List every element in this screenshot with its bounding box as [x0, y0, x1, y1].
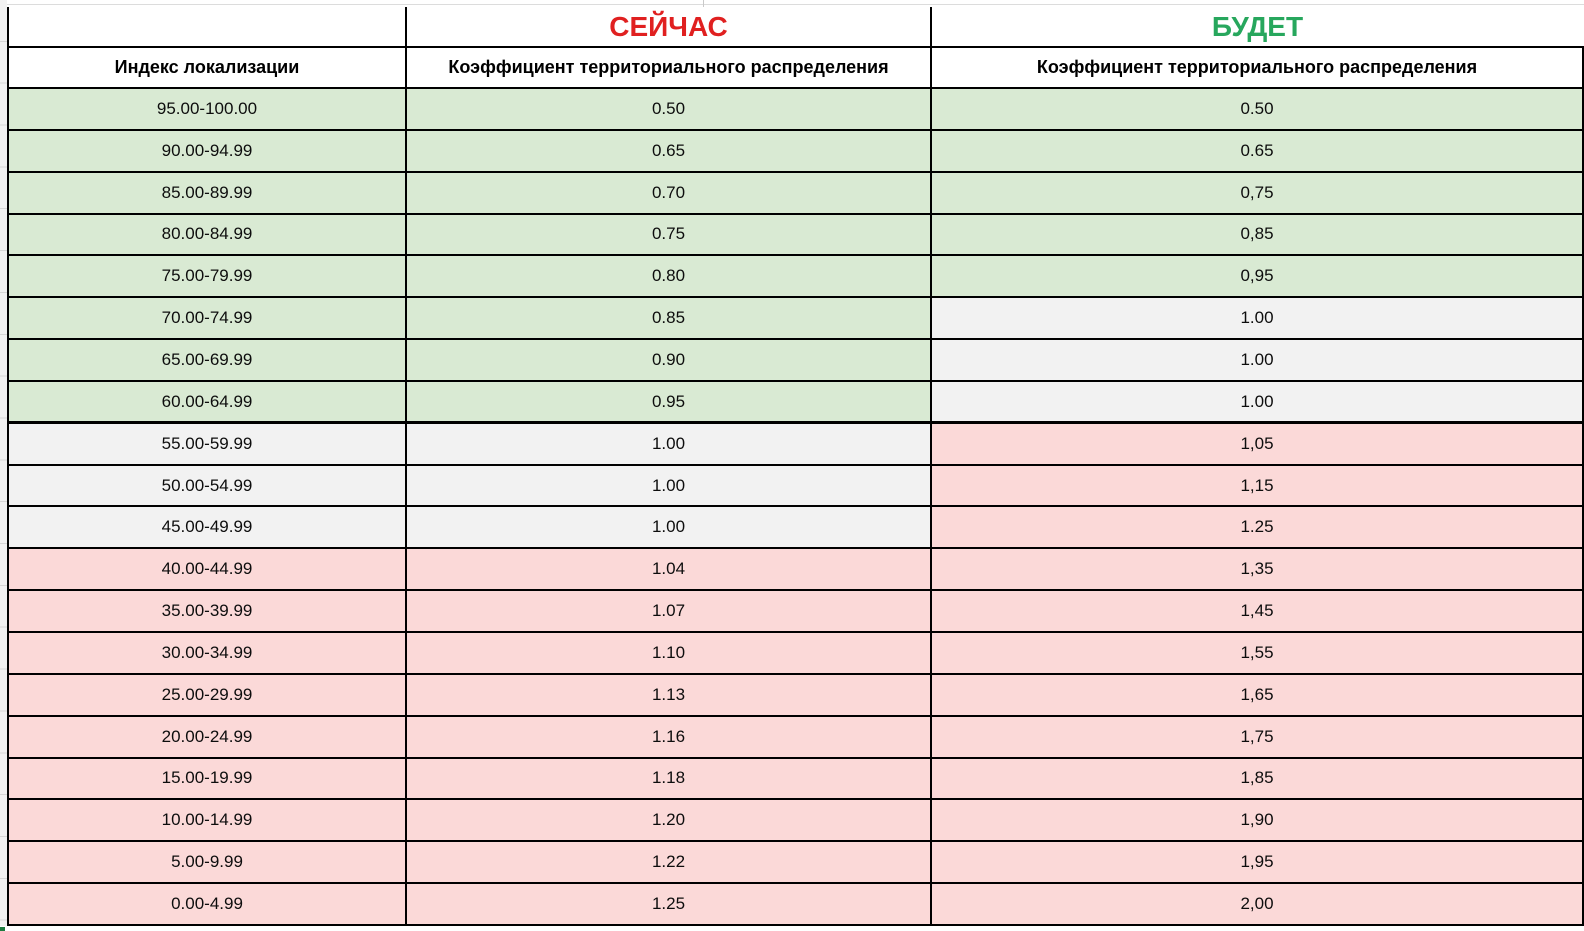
- will-value-cell[interactable]: 1.00: [930, 296, 1584, 341]
- range-cell[interactable]: 45.00-49.99: [7, 505, 407, 550]
- will-value-cell[interactable]: 1,65: [930, 672, 1584, 717]
- range-cell[interactable]: 50.00-54.99: [7, 463, 407, 508]
- will-value-cell[interactable]: 1.00: [930, 338, 1584, 382]
- table-row: 45.00-49.99 1.00 1.25: [7, 505, 1584, 550]
- range-cell[interactable]: 20.00-24.99: [7, 714, 407, 759]
- now-value-cell[interactable]: 1.10: [405, 630, 932, 675]
- now-value-cell[interactable]: 1.00: [405, 463, 932, 508]
- now-value-cell[interactable]: 1.00: [405, 505, 932, 550]
- now-value-cell[interactable]: 1.07: [405, 589, 932, 633]
- table-row: 50.00-54.99 1.00 1,15: [7, 463, 1584, 508]
- range-cell[interactable]: 30.00-34.99: [7, 630, 407, 675]
- range-cell[interactable]: 80.00-84.99: [7, 212, 407, 257]
- gridline-horizontal: [7, 4, 1584, 5]
- range-cell[interactable]: 0.00-4.99: [7, 882, 407, 926]
- now-value-cell[interactable]: 0.75: [405, 212, 932, 257]
- will-value-cell[interactable]: 1.00: [930, 379, 1584, 425]
- will-value-cell[interactable]: 1,95: [930, 840, 1584, 885]
- will-value-cell[interactable]: 0,75: [930, 170, 1584, 215]
- will-value-cell[interactable]: 1,55: [930, 630, 1584, 675]
- table-row: 55.00-59.99 1.00 1,05: [7, 421, 1584, 466]
- will-value-cell[interactable]: 1,05: [930, 421, 1584, 466]
- will-value-cell[interactable]: 0,95: [930, 254, 1584, 299]
- table-row: 15.00-19.99 1.18 1,85: [7, 756, 1584, 801]
- now-value-cell[interactable]: 1.20: [405, 798, 932, 843]
- will-value-cell[interactable]: 1,35: [930, 547, 1584, 592]
- range-cell[interactable]: 70.00-74.99: [7, 296, 407, 341]
- sheet-corner-marker: [0, 927, 5, 931]
- now-title[interactable]: СЕЙЧАС: [405, 7, 932, 48]
- table-row: 35.00-39.99 1.07 1,45: [7, 589, 1584, 633]
- localization-index-header[interactable]: Индекс локализации: [7, 46, 407, 89]
- will-value-cell[interactable]: 2,00: [930, 882, 1584, 926]
- range-cell[interactable]: 5.00-9.99: [7, 840, 407, 885]
- now-value-cell[interactable]: 1.00: [405, 421, 932, 466]
- table-row: 60.00-64.99 0.95 1.00: [7, 379, 1584, 425]
- now-value-cell[interactable]: 1.13: [405, 672, 932, 717]
- will-value-cell[interactable]: 0.50: [930, 87, 1584, 131]
- will-coefficient-header[interactable]: Коэффициент территориального распределен…: [930, 46, 1584, 89]
- now-value-cell[interactable]: 0.90: [405, 338, 932, 382]
- will-value-cell[interactable]: 0,85: [930, 212, 1584, 257]
- range-cell[interactable]: 55.00-59.99: [7, 421, 407, 466]
- will-title[interactable]: БУДЕТ: [930, 7, 1583, 48]
- range-cell[interactable]: 35.00-39.99: [7, 589, 407, 633]
- now-value-cell[interactable]: 0.85: [405, 296, 932, 341]
- range-cell[interactable]: 25.00-29.99: [7, 672, 407, 717]
- now-value-cell[interactable]: 0.65: [405, 128, 932, 173]
- will-value-cell[interactable]: 1,90: [930, 798, 1584, 843]
- header-row: Индекс локализации Коэффициент территори…: [7, 46, 1584, 89]
- table-row: 95.00-100.00 0.50 0.50: [7, 87, 1584, 131]
- table-row: 30.00-34.99 1.10 1,55: [7, 630, 1584, 675]
- will-value-cell[interactable]: 1,45: [930, 589, 1584, 633]
- will-value-cell[interactable]: 1,15: [930, 463, 1584, 508]
- range-cell[interactable]: 15.00-19.99: [7, 756, 407, 801]
- will-value-cell[interactable]: 1,75: [930, 714, 1584, 759]
- will-value-cell[interactable]: 1,85: [930, 756, 1584, 801]
- table-row: 0.00-4.99 1.25 2,00: [7, 882, 1584, 926]
- title-row: СЕЙЧАС БУДЕТ: [7, 7, 1583, 48]
- range-cell[interactable]: 40.00-44.99: [7, 547, 407, 592]
- left-margin-strip: [0, 0, 7, 926]
- range-cell[interactable]: 65.00-69.99: [7, 338, 407, 382]
- will-value-cell[interactable]: 1.25: [930, 505, 1584, 550]
- top-margin-strip: [7, 0, 1584, 7]
- now-value-cell[interactable]: 0.95: [405, 379, 932, 425]
- table-row: 10.00-14.99 1.20 1,90: [7, 798, 1584, 843]
- now-value-cell[interactable]: 0.80: [405, 254, 932, 299]
- range-cell[interactable]: 90.00-94.99: [7, 128, 407, 173]
- table-body: 95.00-100.00 0.50 0.50 90.00-94.99 0.65 …: [7, 87, 1584, 926]
- now-value-cell[interactable]: 1.18: [405, 756, 932, 801]
- table-row: 80.00-84.99 0.75 0,85: [7, 212, 1584, 257]
- table-row: 85.00-89.99 0.70 0,75: [7, 170, 1584, 215]
- coefficient-table: СЕЙЧАС БУДЕТ Индекс локализации Коэффици…: [7, 7, 1584, 926]
- title-spacer-cell[interactable]: [7, 7, 407, 48]
- range-cell[interactable]: 95.00-100.00: [7, 87, 407, 131]
- table-row: 5.00-9.99 1.22 1,95: [7, 840, 1584, 885]
- now-coefficient-header[interactable]: Коэффициент территориального распределен…: [405, 46, 932, 89]
- now-value-cell[interactable]: 1.22: [405, 840, 932, 885]
- range-cell[interactable]: 75.00-79.99: [7, 254, 407, 299]
- table-row: 70.00-74.99 0.85 1.00: [7, 296, 1584, 341]
- now-value-cell[interactable]: 1.25: [405, 882, 932, 926]
- now-value-cell[interactable]: 0.70: [405, 170, 932, 215]
- now-value-cell[interactable]: 1.16: [405, 714, 932, 759]
- range-cell[interactable]: 10.00-14.99: [7, 798, 407, 843]
- table-row: 75.00-79.99 0.80 0,95: [7, 254, 1584, 299]
- will-value-cell[interactable]: 0.65: [930, 128, 1584, 173]
- gridline-vertical: [703, 0, 704, 7]
- table-row: 90.00-94.99 0.65 0.65: [7, 128, 1584, 173]
- table-row: 40.00-44.99 1.04 1,35: [7, 547, 1584, 592]
- table-row: 20.00-24.99 1.16 1,75: [7, 714, 1584, 759]
- range-cell[interactable]: 60.00-64.99: [7, 379, 407, 425]
- now-value-cell[interactable]: 1.04: [405, 547, 932, 592]
- table-row: 65.00-69.99 0.90 1.00: [7, 338, 1584, 382]
- range-cell[interactable]: 85.00-89.99: [7, 170, 407, 215]
- now-value-cell[interactable]: 0.50: [405, 87, 932, 131]
- table-row: 25.00-29.99 1.13 1,65: [7, 672, 1584, 717]
